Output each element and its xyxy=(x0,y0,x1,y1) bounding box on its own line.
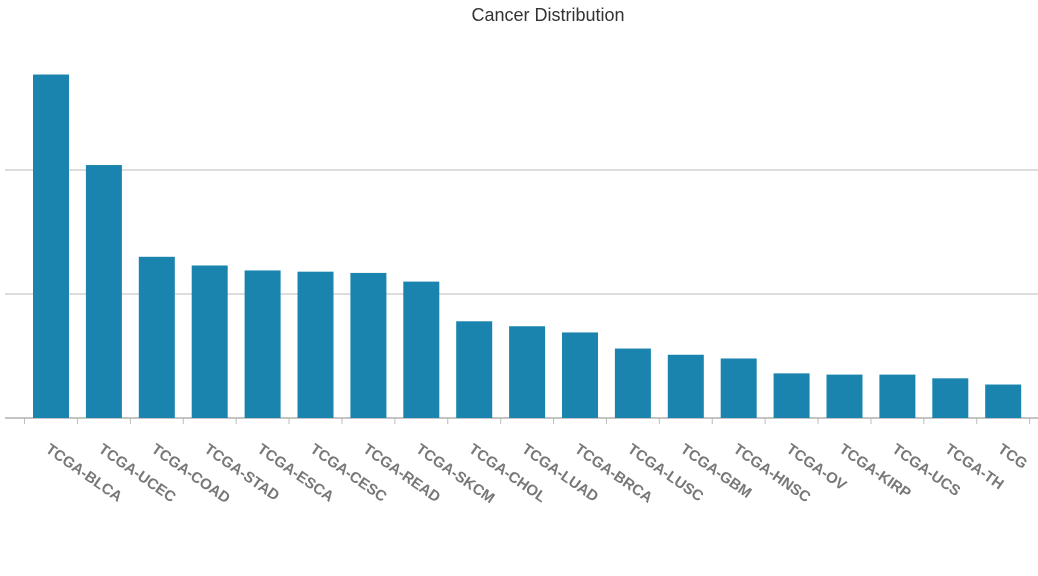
bar xyxy=(509,326,546,418)
bar xyxy=(773,373,810,418)
bar xyxy=(456,321,493,418)
bar xyxy=(297,271,334,418)
bar xyxy=(244,270,281,418)
bar xyxy=(191,265,228,418)
bar xyxy=(985,384,1022,418)
bar xyxy=(403,281,440,418)
bar xyxy=(138,256,175,418)
bar xyxy=(33,74,69,419)
bar xyxy=(614,348,651,418)
bar xyxy=(562,332,598,418)
chart-title: Cancer Distribution xyxy=(471,5,624,25)
bar xyxy=(85,165,122,418)
bar xyxy=(826,374,863,418)
bar xyxy=(932,378,969,418)
x-tick-label: TCG xyxy=(995,441,1031,473)
bar xyxy=(350,272,387,418)
bar xyxy=(879,374,916,418)
bar xyxy=(667,354,704,418)
bar xyxy=(720,358,757,418)
